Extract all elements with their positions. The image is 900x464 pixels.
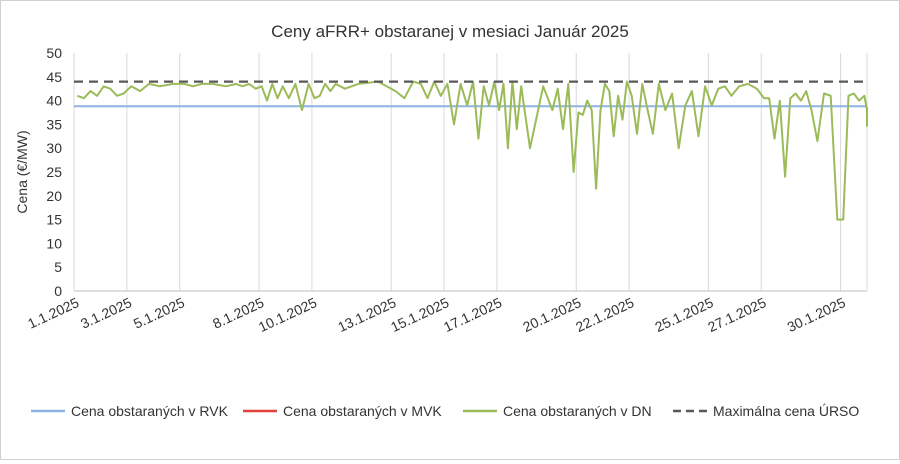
y-axis-ticks: 0 5 10 15 20 25 30 35 40 45 50 [46, 45, 62, 299]
legend-label-max: Maximálna cena ÚRSO [713, 403, 859, 419]
y-tick-label: 20 [46, 188, 62, 204]
x-tick-label: 27.1.2025 [705, 294, 768, 335]
x-tick-label: 3.1.2025 [78, 294, 134, 332]
y-tick-label: 30 [46, 140, 62, 156]
y-tick-label: 5 [54, 259, 62, 275]
x-tick-label: 22.1.2025 [573, 294, 636, 335]
chart-title: Ceny aFRR+ obstaranej v mesiaci Január 2… [271, 22, 629, 41]
legend: Cena obstaraných v RVK Cena obstaraných v… [31, 403, 859, 419]
legend-label-dn: Cena obstaraných v DN [503, 403, 652, 419]
x-tick-label: 15.1.2025 [388, 294, 451, 335]
x-tick-label: 13.1.2025 [335, 294, 398, 335]
y-tick-label: 10 [46, 235, 62, 251]
x-tick-label: 20.1.2025 [520, 294, 583, 335]
x-tick-label: 1.1.2025 [25, 294, 81, 332]
gridlines [73, 53, 868, 291]
y-tick-label: 15 [46, 212, 62, 228]
y-tick-label: 0 [54, 283, 62, 299]
x-tick-label: 10.1.2025 [256, 294, 319, 335]
x-tick-label: 30.1.2025 [785, 294, 848, 335]
legend-label-mvk: Cena obstaraných v MVK [283, 403, 442, 419]
series-lines [74, 80, 868, 221]
series-line-dn [76, 80, 868, 221]
y-axis-label: Cena (€/MW) [14, 130, 30, 213]
y-tick-label: 40 [46, 93, 62, 109]
x-tick-label: 25.1.2025 [652, 294, 715, 335]
y-tick-label: 25 [46, 164, 62, 180]
y-tick-label: 45 [46, 69, 62, 85]
legend-label-rvk: Cena obstaraných v RVK [71, 403, 229, 419]
y-tick-label: 35 [46, 116, 62, 132]
x-tick-label: 5.1.2025 [131, 294, 187, 332]
x-tick-label: 17.1.2025 [441, 294, 504, 335]
y-tick-label: 50 [46, 45, 62, 61]
